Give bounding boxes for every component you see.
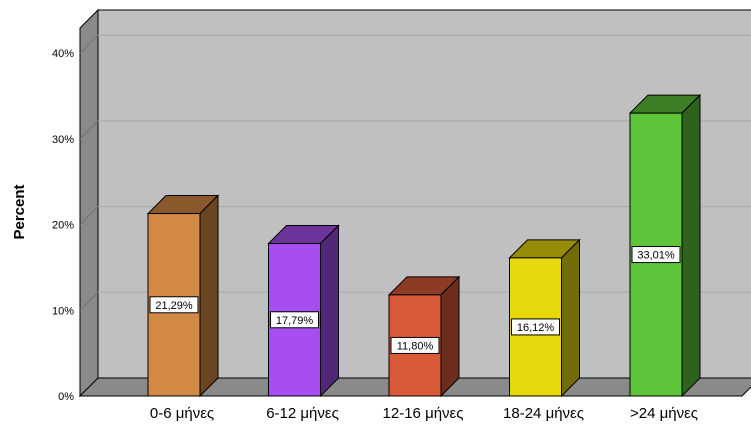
bars: 21,29% 17,79% 11,80% 16,12% 33,01% (146, 93, 702, 398)
x-tick-label: 18-24 μήνες (503, 405, 584, 422)
bar: 33,01% (628, 93, 702, 398)
bar-side (199, 194, 219, 398)
data-label-box (270, 311, 319, 329)
bar-side (561, 238, 580, 398)
x-tick-label: 6-12 μήνες (266, 405, 339, 422)
x-tick-label: >24 μήνες (630, 405, 698, 422)
gridline-side (79, 120, 99, 140)
bar-side (681, 93, 701, 398)
gridline-side (79, 206, 99, 225)
y-axis: 0% 10% 20% 30% 40% (52, 48, 74, 403)
bar: 21,29% (146, 194, 220, 398)
x-tick-label: 0-6 μήνες (150, 405, 214, 422)
y-axis-label: Percent (11, 184, 28, 239)
data-label-box (631, 246, 681, 264)
data-label-box (149, 296, 199, 314)
bar-side (320, 224, 339, 398)
y-tick-label: 10% (52, 305, 74, 317)
x-tick-label: 12-16 μήνες (383, 405, 464, 422)
data-label: 16,12% (517, 322, 555, 334)
gridline-side (79, 34, 99, 54)
bar: 17,79% (267, 224, 340, 398)
y-tick-label: 20% (52, 220, 74, 232)
data-label: 17,79% (276, 315, 314, 327)
y-tick-label: 30% (52, 134, 74, 146)
bar: 16,12% (508, 238, 581, 398)
data-label: 21,29% (155, 300, 193, 312)
data-label: 11,80% (397, 340, 434, 352)
y-tick-label: 0% (58, 391, 74, 403)
x-axis: 0-6 μήνες 6-12 μήνες 12-16 μήνες 18-24 μήνε… (150, 405, 698, 422)
gridline-side (79, 291, 99, 311)
data-label-box (511, 318, 560, 336)
y-tick-label: 40% (52, 48, 74, 60)
bar-side (440, 275, 460, 398)
data-label-box (390, 336, 440, 354)
side-wall (79, 8, 99, 398)
data-label: 33,01% (637, 250, 675, 262)
bar: 11,80% (387, 275, 461, 398)
